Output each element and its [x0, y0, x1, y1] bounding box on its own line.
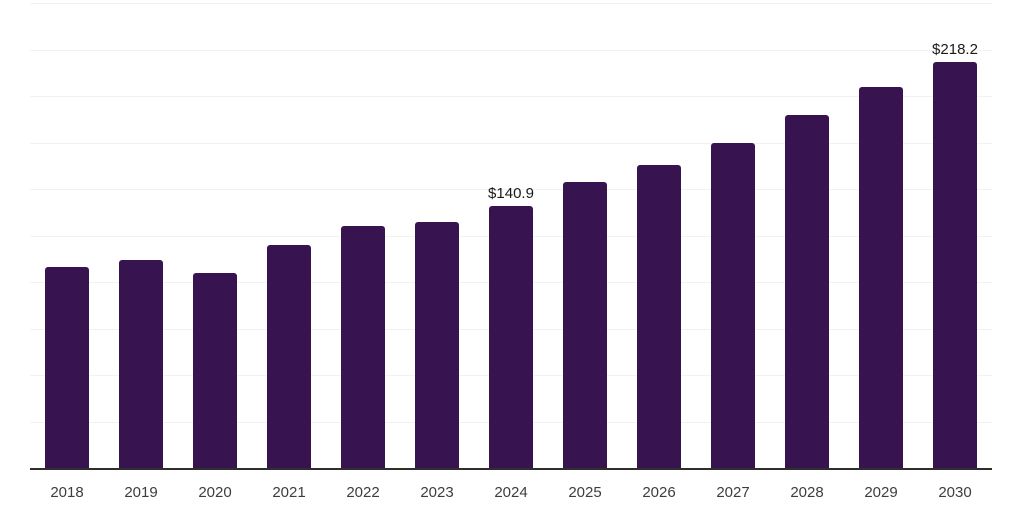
bar-2028 [785, 114, 829, 468]
bar-2020 [193, 272, 237, 468]
gridline [30, 3, 992, 4]
bar-2026 [637, 164, 681, 468]
bar-slot-2024: $140.9 [474, 3, 548, 468]
bars-layer: $140.9 $218.2 [30, 3, 992, 468]
x-axis-label-2030: 2030 [938, 484, 972, 501]
bar-slot-2029 [844, 3, 918, 468]
plot-area: $140.9 $218.2 [30, 3, 992, 470]
x-axis-label-2024: 2024 [494, 484, 528, 501]
bar-2021 [267, 244, 311, 468]
bar-2019 [119, 259, 163, 468]
bar-slot-2021 [252, 3, 326, 468]
bar-slot-2028 [770, 3, 844, 468]
x-axis-label-2027: 2027 [716, 484, 750, 501]
x-axis-label-2028: 2028 [790, 484, 824, 501]
x-axis-label-2018: 2018 [50, 484, 84, 501]
x-axis-label-2029: 2029 [864, 484, 898, 501]
bar-slot-2027 [696, 3, 770, 468]
bar-2024: $140.9 [488, 185, 534, 468]
gridline [30, 96, 992, 97]
x-axis-labels: 2018 2019 2020 2021 2022 2023 2024 2025 2026 2027… [30, 484, 992, 501]
bar-2027 [711, 142, 755, 468]
x-axis-label-2022: 2022 [346, 484, 380, 501]
bar-slot-2025 [548, 3, 622, 468]
bar-2030: $218.2 [932, 41, 978, 468]
bar-2025 [563, 181, 607, 468]
bar-slot-2018 [30, 3, 104, 468]
bar-value-label-2024: $140.9 [488, 184, 534, 202]
bar-value-label-2030: $218.2 [932, 41, 978, 59]
bar-slot-2026 [622, 3, 696, 468]
x-axis-line [30, 468, 992, 470]
bar-slot-2022 [326, 3, 400, 468]
gridline [30, 189, 992, 190]
x-axis-label-2021: 2021 [272, 484, 306, 501]
x-axis-label-2023: 2023 [420, 484, 454, 501]
x-axis-label-2026: 2026 [642, 484, 676, 501]
x-axis-label-2019: 2019 [124, 484, 158, 501]
x-axis-label-2020: 2020 [198, 484, 232, 501]
bar-2023 [415, 222, 459, 468]
bar-2029 [859, 86, 903, 468]
gridline [30, 49, 992, 51]
bar-2018 [45, 267, 89, 468]
bar-slot-2030: $218.2 [918, 3, 992, 468]
x-axis-label-2025: 2025 [568, 484, 602, 501]
bar-2022 [341, 226, 385, 468]
gridline [30, 142, 992, 144]
bar-slot-2023 [400, 3, 474, 468]
bar-slot-2019 [104, 3, 178, 468]
bar-slot-2020 [178, 3, 252, 468]
